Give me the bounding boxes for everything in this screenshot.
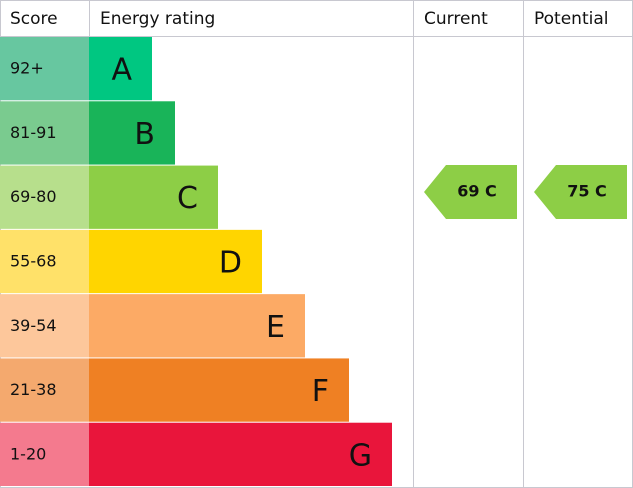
rating-bar	[89, 229, 262, 294]
rating-bar	[89, 358, 349, 422]
current-arrow	[424, 165, 517, 219]
rating-letter: G	[349, 438, 372, 473]
potential-arrow	[534, 165, 627, 219]
rating-letter: A	[111, 53, 132, 88]
score-cell	[0, 422, 89, 486]
rating-bar	[89, 165, 218, 229]
score-cell	[0, 358, 89, 422]
score-cell	[0, 294, 89, 358]
score-label: 21-38	[10, 380, 57, 399]
rating-bar	[89, 101, 175, 165]
rating-letter: C	[177, 181, 198, 216]
score-label: 55-68	[10, 252, 57, 271]
score-label: 92+	[10, 59, 44, 78]
rating-letter: B	[134, 117, 155, 152]
header-potential: Potential	[534, 9, 608, 29]
current-label: 69 C	[457, 182, 497, 201]
rating-bar	[89, 37, 152, 101]
rating-letter: D	[219, 246, 242, 281]
rating-bar	[89, 294, 305, 358]
score-label: 39-54	[10, 316, 57, 335]
score-label: 1-20	[10, 444, 46, 463]
rating-letter: F	[312, 374, 329, 409]
score-cell	[0, 37, 89, 101]
header-score: Score	[10, 9, 58, 29]
rating-letter: E	[266, 310, 285, 345]
header-current: Current	[424, 9, 488, 29]
score-cell	[0, 165, 89, 229]
score-label: 69-80	[10, 187, 57, 206]
score-cell	[0, 229, 89, 294]
score-cell	[0, 101, 89, 165]
potential-label: 75 C	[567, 182, 607, 201]
rows: 92+ A 81-91 B 69-80 C 55-68 D 39-54 E 21-38 F 1-20 G	[0, 37, 392, 486]
score-label: 81-91	[10, 123, 57, 142]
rating-bar	[89, 422, 392, 486]
header-rating: Energy rating	[100, 9, 215, 29]
